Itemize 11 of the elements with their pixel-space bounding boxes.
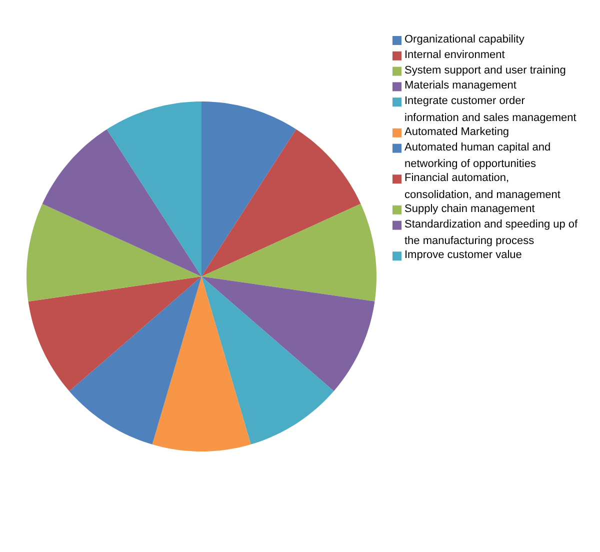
legend-label: Standardization and speeding up of the manufacturing process xyxy=(404,218,579,248)
legend-label: Organizational capability xyxy=(404,34,525,46)
legend-label: Supply chain management xyxy=(404,202,535,215)
legend-label: Improve customer value xyxy=(404,249,522,262)
legend-label: Automated human capital and networking of opportunities xyxy=(404,141,551,170)
legend-label: Internal environment xyxy=(404,48,505,61)
legend-label: Materials management xyxy=(404,80,516,92)
legend-label: System support and user training xyxy=(404,64,566,76)
legend-label: Financial automation, consolidation, and management xyxy=(404,172,560,201)
legend-label: Integrate customer order information and sales management xyxy=(404,95,576,124)
legend-label: Automated Marketing xyxy=(404,126,510,138)
